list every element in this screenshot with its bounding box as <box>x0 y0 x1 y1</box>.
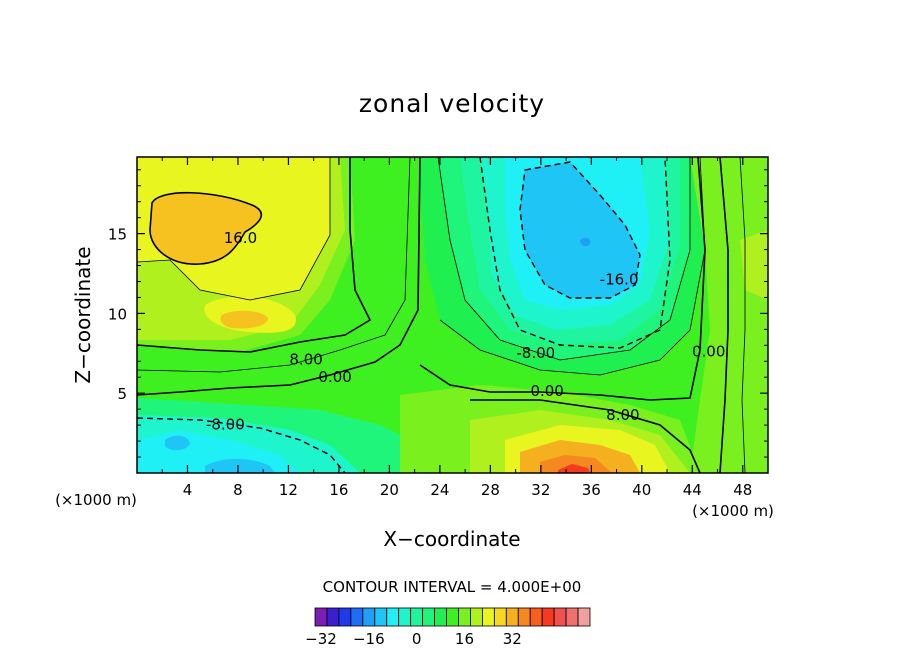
colorbar-cell <box>446 607 459 627</box>
contour-neg8-mid <box>479 157 671 349</box>
region-orange-small <box>220 310 268 329</box>
colorbar-cell <box>577 607 591 627</box>
x-tick-label: 44 <box>683 481 702 499</box>
colorbar-cell <box>529 607 543 627</box>
colorbar-cell <box>565 607 579 627</box>
contour-labels: 16.08.000.00-8.00-8.00-16.00.008.000.00 <box>206 229 725 434</box>
region-blue <box>520 162 640 298</box>
x-tick-label: 28 <box>481 481 500 499</box>
colorbar-cell <box>326 607 340 627</box>
contour-right-1 <box>719 157 729 473</box>
colorbar-cell <box>481 607 495 627</box>
colorbar-cell <box>493 607 507 627</box>
x-tick-label: 16 <box>329 481 348 499</box>
plot-area <box>137 157 768 473</box>
colorbar-cell <box>398 607 412 627</box>
colorbar-cell <box>374 607 388 627</box>
contour-0-left <box>137 157 421 396</box>
colorbar-cell <box>350 607 364 627</box>
colorbar-tick-label: 32 <box>503 630 522 648</box>
chart-title: zonal velocity <box>359 89 545 118</box>
region-orange-blob <box>150 192 262 265</box>
colorbar-ticks: −32 −16 0 16 32 <box>305 630 522 648</box>
x-tick-label: 36 <box>582 481 601 499</box>
colorbar-tick-label: −32 <box>305 630 337 648</box>
x-tick-label: 24 <box>430 481 449 499</box>
contour-label: 0.00 <box>318 368 351 386</box>
colorbar-tick-label: 16 <box>455 630 474 648</box>
colorbar-cell <box>314 607 328 627</box>
contour-label: -16.0 <box>600 270 639 288</box>
x-tick-label: 4 <box>183 481 193 499</box>
contour-label: 8.00 <box>606 406 639 424</box>
colorbar-cell <box>470 607 483 627</box>
colorbar-cell <box>434 607 447 627</box>
region-left-lower-deepblue <box>165 435 275 473</box>
contour-8-bottom <box>470 399 701 473</box>
y-tick-label: 10 <box>108 305 127 323</box>
contour-label: 16.0 <box>224 229 257 247</box>
x-unit-right: (×1000 m) <box>692 502 774 520</box>
contour-interval-text: CONTOUR INTERVAL = 4.000E+00 <box>323 578 582 596</box>
x-axis: 4 8 12 16 20 24 28 32 36 40 44 48 <box>161 157 752 499</box>
contour-lines-dashed <box>137 157 671 473</box>
contour-label: -8.00 <box>516 344 555 362</box>
plot-frame <box>136 156 769 474</box>
colorbar-cell <box>422 607 435 627</box>
colorbar-tick-label: −16 <box>353 630 385 648</box>
x-tick-label: 20 <box>380 481 399 499</box>
contour-label: 8.00 <box>289 350 322 368</box>
colorbar-cell <box>410 607 424 627</box>
region-right-cool <box>690 157 768 473</box>
contour-neg16 <box>519 161 641 299</box>
region-deep-blue <box>580 237 591 247</box>
contour-0-mid <box>419 157 706 401</box>
colorbar-tick-label: 0 <box>412 630 422 648</box>
contour-16-left <box>149 191 263 265</box>
colorbar-cell <box>505 607 519 627</box>
colorbar-cell <box>553 607 567 627</box>
x-tick-label: 12 <box>279 481 298 499</box>
region-right-yellow <box>740 230 768 300</box>
x-tick-label: 8 <box>233 481 243 499</box>
colorbar-cell <box>386 607 400 627</box>
contour-label: -8.00 <box>206 416 245 434</box>
x-tick-label: 32 <box>531 481 550 499</box>
colorbar-cell <box>541 607 555 627</box>
region-bottom-deeporange <box>540 455 612 473</box>
y-tick-label: 5 <box>117 385 127 403</box>
x-tick-label: 48 <box>733 481 752 499</box>
colorbar-cell <box>517 607 531 627</box>
colorbar-cell <box>338 607 352 627</box>
contour-label: 0.00 <box>530 382 563 400</box>
contour-8-left <box>137 157 372 353</box>
contour-lines-solid <box>137 157 729 473</box>
contour-lines-thin <box>137 157 746 473</box>
y-axis: 5 10 15 <box>108 169 768 458</box>
colorbar-cell <box>362 607 376 627</box>
contour-neg8-left <box>137 417 346 473</box>
colorbar-cell <box>458 607 471 627</box>
x-tick-label: 40 <box>632 481 651 499</box>
contour-label: 0.00 <box>692 342 725 360</box>
y-axis-label: Z−coordinate <box>71 246 95 383</box>
x-unit-left: (×1000 m) <box>55 491 137 509</box>
colorbar <box>314 607 591 627</box>
y-tick-label: 15 <box>108 226 127 244</box>
x-axis-label: X−coordinate <box>383 527 520 551</box>
